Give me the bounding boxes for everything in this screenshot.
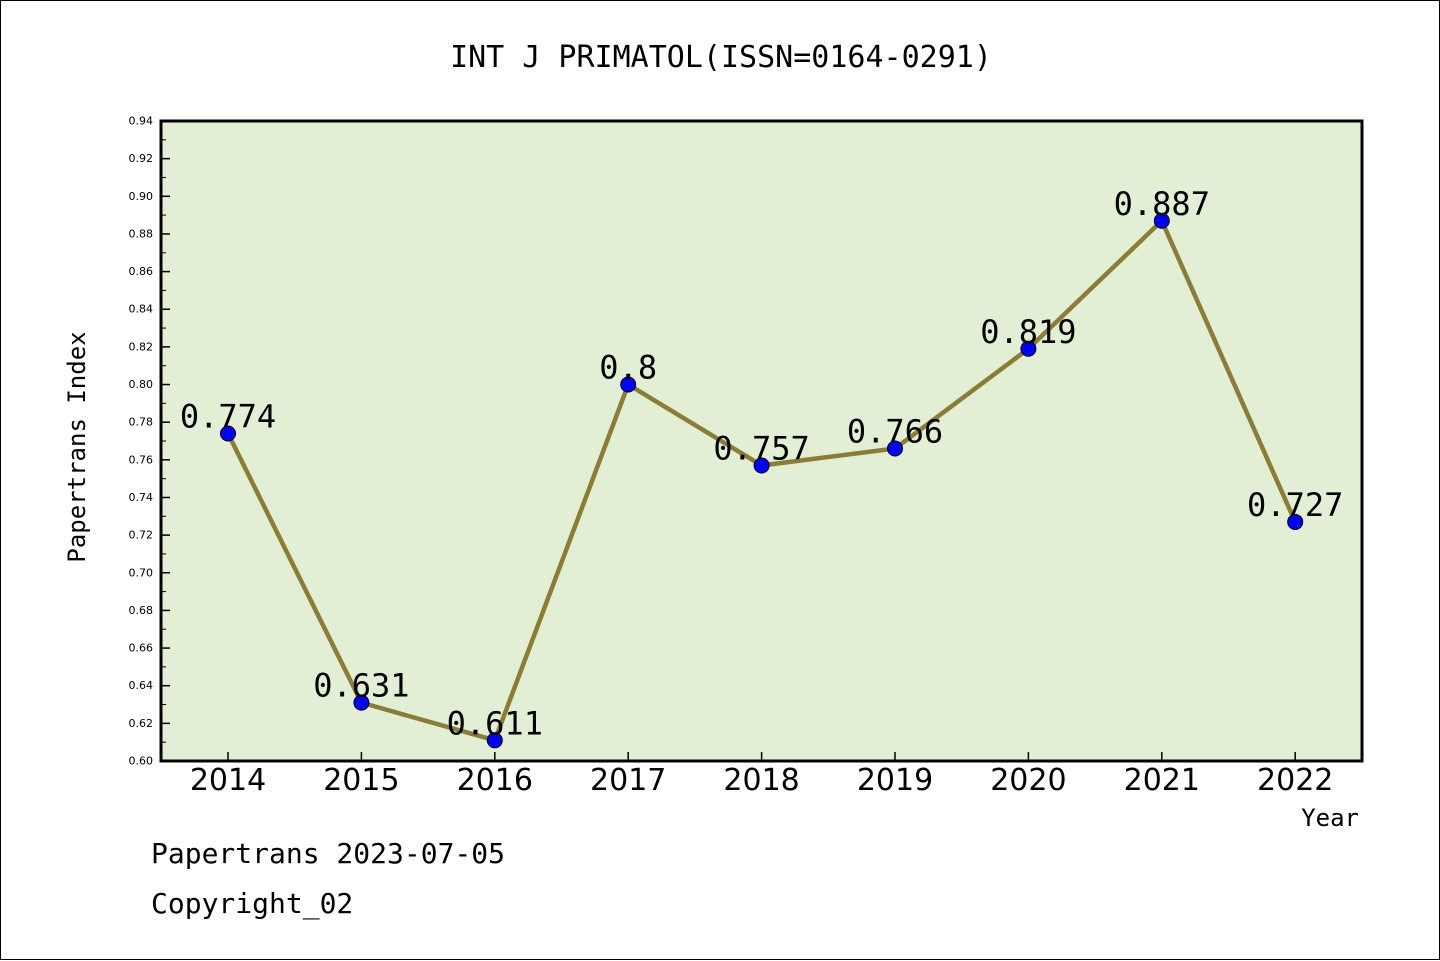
footer-date: Papertrans 2023-07-05 <box>151 837 506 870</box>
data-point <box>486 732 503 749</box>
y-tick-label: 0.84 <box>129 303 154 316</box>
y-tick-label: 0.86 <box>129 265 154 278</box>
x-tick-label: 2016 <box>457 763 533 798</box>
data-label: 0.757 <box>713 429 809 467</box>
x-axis-ticks: 2014 2015 2016 2017 2018 2019 2020 2021 2022 <box>190 752 1333 798</box>
chart-title: INT J PRIMATOL(ISSN=0164-0291) <box>450 40 992 75</box>
data-point <box>887 440 903 457</box>
x-tick-label: 2018 <box>723 763 799 798</box>
y-tick-label: 0.92 <box>129 152 154 165</box>
y-tick-label: 0.64 <box>129 679 154 692</box>
y-tick-label: 0.66 <box>129 642 154 655</box>
data-point <box>1153 212 1170 229</box>
y-tick-label: 0.90 <box>129 190 154 203</box>
data-label: 0.766 <box>847 413 943 451</box>
x-tick-label: 2014 <box>190 763 266 798</box>
series-layer: 0.774 0.631 0.611 0.8 0.757 0.766 0.819 0.887 0.… <box>180 185 1343 749</box>
x-tick-label: 2022 <box>1257 763 1333 798</box>
data-label: 0.611 <box>447 704 543 742</box>
data-label: 0.631 <box>313 667 409 705</box>
data-point <box>1287 513 1304 530</box>
data-point <box>353 694 370 711</box>
x-tick-label: 2017 <box>590 763 666 798</box>
data-label: 0.727 <box>1247 486 1343 524</box>
y-tick-label: 0.70 <box>129 566 154 579</box>
y-tick-label: 0.78 <box>129 416 154 429</box>
y-tick-label: 0.94 <box>129 115 154 128</box>
data-point <box>753 457 770 474</box>
y-tick-label: 0.80 <box>129 378 154 391</box>
y-axis-label: Papertrans Index <box>63 331 91 562</box>
y-tick-label: 0.72 <box>129 529 154 542</box>
y-tick-label: 0.82 <box>129 340 154 353</box>
y-tick-label: 0.74 <box>129 491 154 504</box>
footer-copyright: Copyright_02 <box>151 887 354 920</box>
x-axis-label: Year <box>1301 804 1359 832</box>
data-point <box>620 376 637 393</box>
x-tick-label: 2020 <box>990 763 1066 798</box>
data-label: 0.887 <box>1114 185 1210 223</box>
data-point <box>1020 340 1037 357</box>
x-tick-label: 2021 <box>1124 763 1200 798</box>
data-label: 0.774 <box>180 397 276 435</box>
y-tick-label: 0.60 <box>129 755 154 768</box>
data-label: 0.819 <box>980 313 1076 351</box>
data-point <box>220 425 236 442</box>
y-tick-label: 0.62 <box>129 717 154 730</box>
data-label: 0.8 <box>599 349 657 387</box>
y-tick-label: 0.88 <box>129 227 154 240</box>
x-tick-label: 2015 <box>323 763 399 798</box>
y-axis-ticks: 0.60 0.62 0.64 0.66 0.68 0.70 0.72 0.74 0.76 0.78… <box>129 115 170 768</box>
x-tick-label: 2019 <box>857 763 933 798</box>
y-tick-label: 0.76 <box>129 453 154 466</box>
y-tick-label: 0.68 <box>129 604 154 617</box>
